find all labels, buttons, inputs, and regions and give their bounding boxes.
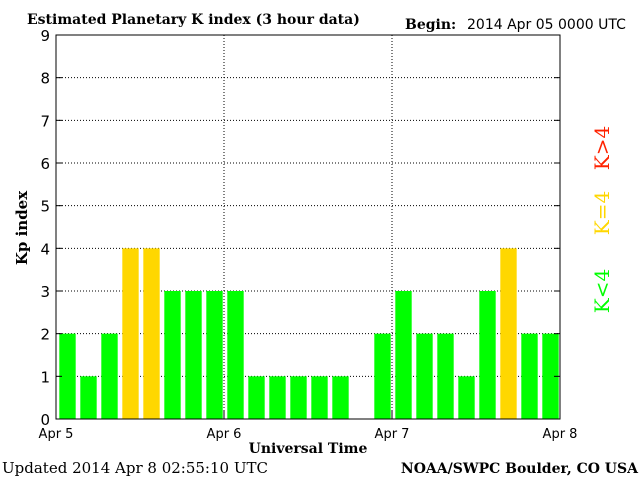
y-tick-label: 8 [40,70,50,88]
x-tick-label: Apr 8 [543,427,578,442]
plot-frame [55,34,561,420]
kp-bar [290,376,307,419]
y-ticks: 0 1 2 3 4 5 6 7 8 9 [40,27,560,429]
y-tick-label: 1 [40,368,50,386]
kp-bar [416,333,433,419]
kp-bar [269,376,286,419]
y-axis-label: Kp index [13,190,31,265]
kp-bar [311,376,328,419]
kp-bar [521,333,538,419]
legend-k-greater-4: K>4 [590,126,614,170]
y-tick-label: 0 [40,411,50,429]
source-credit: NOAA/SWPC Boulder, CO USA [401,461,639,477]
x-tick-label: Apr 7 [375,427,410,442]
y-tick-label: 6 [40,155,50,173]
kp-bar [185,291,202,419]
kp-bar [395,291,412,419]
legend-k-less-4: K<4 [590,269,614,313]
y-tick-label: 5 [40,198,50,216]
kp-bar [332,376,349,419]
kp-bar [80,376,97,419]
chart-title: Estimated Planetary K index (3 hour data… [27,12,360,28]
updated-timestamp: Updated 2014 Apr 8 02:55:10 UTC [2,459,268,477]
x-ticks: Apr 5 Apr 6 Apr 7 Apr 8 [39,411,578,442]
y-tick-label: 2 [40,326,50,344]
kp-bar [479,291,496,419]
kp-bar [122,248,139,419]
kp-bar [101,333,118,419]
kp-bar [59,333,76,419]
kp-bar [143,248,160,419]
grid-lines [56,35,560,419]
kp-bar [164,291,181,419]
y-tick-label: 3 [40,283,50,301]
begin-value: 2014 Apr 05 0000 UTC [467,17,626,33]
y-tick-label: 9 [40,27,50,45]
x-tick-label: Apr 6 [207,427,242,442]
y-tick-label: 4 [40,240,50,258]
bars [59,248,559,419]
kp-bar [206,291,223,419]
kp-bar [542,333,559,419]
kp-bar [458,376,475,419]
begin-label: Begin: [405,17,456,33]
kp-bar [437,333,454,419]
y-tick-label: 7 [40,112,50,130]
x-tick-label: Apr 5 [39,427,74,442]
kp-bar [500,248,517,419]
legend-k-equal-4: K=4 [590,191,614,235]
kp-bar [227,291,244,419]
x-axis-label: Universal Time [249,441,368,457]
kp-bar [374,333,391,419]
kp-bar [248,376,265,419]
